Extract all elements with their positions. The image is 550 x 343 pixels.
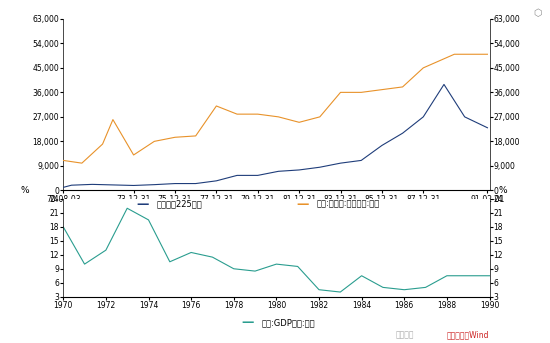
- Text: 数据来源：Wind: 数据来源：Wind: [447, 331, 490, 340]
- Text: 东京日经225指数: 东京日经225指数: [157, 200, 202, 209]
- Text: ⬡: ⬡: [534, 9, 542, 19]
- Text: —: —: [137, 198, 149, 211]
- Text: 半夏投资: 半夏投资: [396, 331, 415, 340]
- Text: —: —: [296, 198, 309, 211]
- Text: —: —: [241, 316, 254, 329]
- Text: 日本:GDP规价:同比: 日本:GDP规价:同比: [261, 318, 315, 327]
- Text: 日本:制造业:营业利润:总计: 日本:制造业:营业利润:总计: [316, 200, 380, 209]
- Text: %: %: [498, 186, 507, 195]
- Text: %: %: [21, 186, 29, 195]
